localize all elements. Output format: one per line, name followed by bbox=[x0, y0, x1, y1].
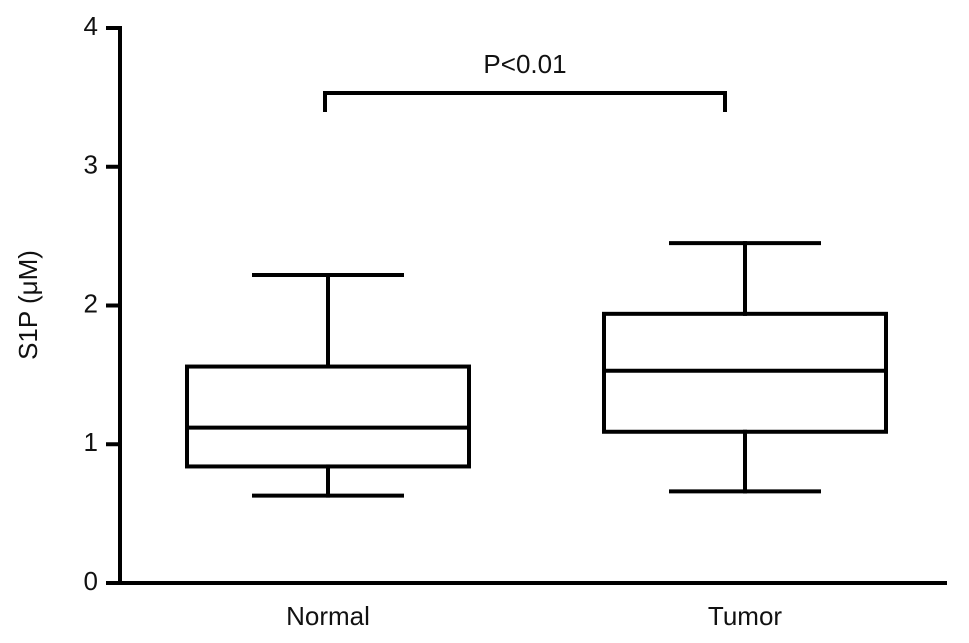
significance-bracket bbox=[323, 91, 727, 112]
box bbox=[602, 311, 888, 434]
y-tick-label: 0 bbox=[84, 566, 98, 596]
x-tick-label: Tumor bbox=[708, 601, 782, 631]
annotation: P<0.01 bbox=[483, 49, 566, 79]
box bbox=[185, 364, 471, 469]
y-tick-label: 3 bbox=[84, 150, 98, 180]
y-tick-label: 2 bbox=[84, 288, 98, 318]
y-tick-label: 4 bbox=[84, 11, 98, 41]
y-axis-label: S1P (μM) bbox=[13, 250, 43, 360]
y-tick-label: 1 bbox=[84, 427, 98, 457]
x-tick-label: Normal bbox=[286, 601, 370, 631]
